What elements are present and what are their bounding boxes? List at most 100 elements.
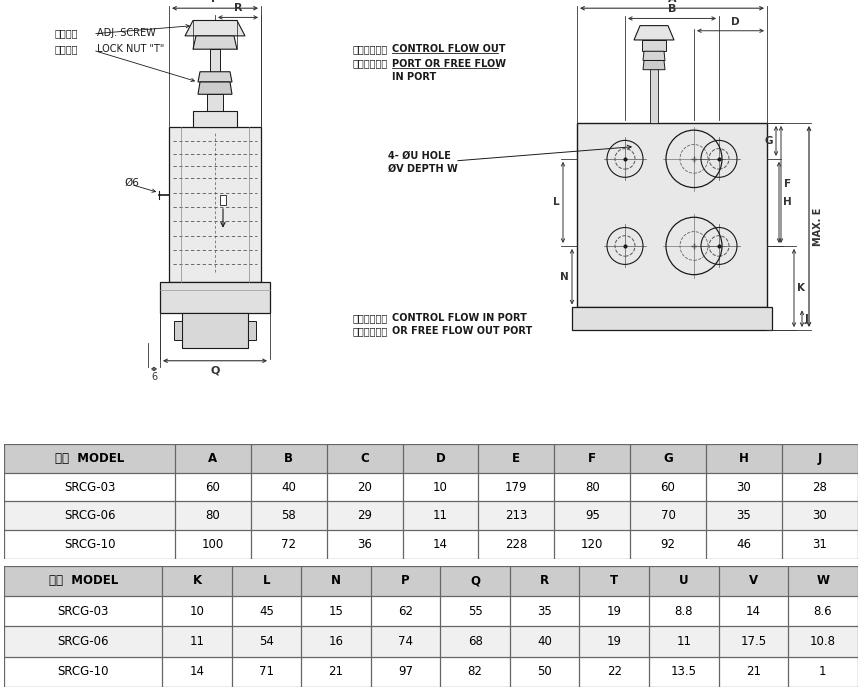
Bar	[370, 657, 440, 687]
Bar	[629, 444, 705, 473]
Text: E: E	[511, 452, 520, 465]
Text: 14: 14	[745, 604, 760, 618]
Polygon shape	[649, 51, 657, 123]
Text: K: K	[796, 283, 804, 293]
Bar	[478, 444, 554, 473]
Text: 40: 40	[281, 481, 296, 493]
Text: 19: 19	[606, 604, 621, 618]
Text: 36: 36	[356, 538, 372, 551]
Text: 55: 55	[468, 604, 482, 618]
Bar	[787, 627, 857, 657]
Bar	[554, 530, 629, 559]
Text: 228: 228	[505, 538, 527, 551]
Bar	[175, 473, 251, 501]
Bar	[162, 596, 232, 627]
Text: SRCG-03: SRCG-03	[58, 604, 108, 618]
Text: R: R	[540, 575, 548, 587]
Text: A: A	[208, 452, 217, 465]
Bar	[4, 566, 162, 596]
Text: 50: 50	[536, 666, 551, 678]
Text: D: D	[435, 452, 445, 465]
Text: 10: 10	[189, 604, 204, 618]
Bar	[370, 596, 440, 627]
Bar	[301, 627, 370, 657]
Text: 80: 80	[584, 481, 599, 493]
Bar	[510, 596, 579, 627]
Bar	[251, 530, 326, 559]
Text: 31: 31	[811, 538, 827, 551]
Bar	[440, 627, 510, 657]
Text: 14: 14	[189, 666, 204, 678]
Text: 控制油流入口: 控制油流入口	[352, 313, 387, 323]
Text: CONTROL FLOW IN PORT: CONTROL FLOW IN PORT	[392, 313, 526, 323]
Text: 35: 35	[536, 604, 551, 618]
Polygon shape	[198, 82, 232, 94]
Bar	[4, 596, 162, 627]
Text: G: G	[662, 452, 672, 465]
Text: 8.6: 8.6	[813, 604, 831, 618]
Polygon shape	[193, 110, 237, 127]
Text: G: G	[764, 136, 772, 146]
Text: C: C	[360, 452, 369, 465]
Text: 62: 62	[398, 604, 412, 618]
Text: 29: 29	[356, 509, 372, 522]
Bar	[440, 657, 510, 687]
Bar	[781, 444, 857, 473]
Text: 14: 14	[432, 538, 448, 551]
Bar	[326, 501, 402, 530]
Text: 11: 11	[189, 635, 204, 648]
Text: 68: 68	[468, 635, 482, 648]
Bar	[402, 530, 478, 559]
Text: Ø6: Ø6	[124, 178, 139, 187]
Bar	[579, 596, 648, 627]
Bar	[326, 473, 402, 501]
Bar	[510, 627, 579, 657]
Text: 58: 58	[281, 509, 296, 522]
Bar	[629, 473, 705, 501]
Bar	[402, 444, 478, 473]
Bar	[579, 627, 648, 657]
Text: D: D	[730, 17, 739, 26]
Bar	[232, 596, 301, 627]
Bar	[781, 501, 857, 530]
Text: SRCG-03: SRCG-03	[64, 481, 115, 493]
Text: ØV DEPTH W: ØV DEPTH W	[387, 164, 457, 174]
Text: 30: 30	[735, 481, 751, 493]
Text: 60: 60	[660, 481, 675, 493]
Text: OR FREE FLOW OUT PORT: OR FREE FLOW OUT PORT	[392, 326, 531, 336]
Polygon shape	[248, 321, 256, 340]
Text: 28: 28	[811, 481, 827, 493]
Text: 11: 11	[432, 509, 448, 522]
Text: J: J	[804, 314, 808, 323]
Bar	[579, 657, 648, 687]
Text: 100: 100	[201, 538, 224, 551]
Polygon shape	[207, 94, 223, 110]
Bar	[440, 566, 510, 596]
Text: 1: 1	[818, 666, 826, 678]
Text: C: C	[649, 27, 657, 37]
Text: 固定螺帽: 固定螺帽	[55, 44, 78, 54]
Bar	[175, 530, 251, 559]
Bar	[232, 627, 301, 657]
Polygon shape	[210, 49, 220, 71]
Text: CONTROL FLOW OUT: CONTROL FLOW OUT	[392, 44, 505, 54]
Polygon shape	[633, 26, 673, 40]
Bar	[162, 566, 232, 596]
Text: 95: 95	[584, 509, 599, 522]
Bar	[370, 566, 440, 596]
Polygon shape	[160, 282, 269, 312]
Text: 60: 60	[205, 481, 220, 493]
Text: 控制油流出口: 控制油流出口	[352, 326, 387, 336]
Text: 19: 19	[606, 635, 621, 648]
Text: SRCG-10: SRCG-10	[64, 538, 115, 551]
Text: 74: 74	[398, 635, 412, 648]
Text: 92: 92	[660, 538, 675, 551]
Text: PORT OR FREE FLOW: PORT OR FREE FLOW	[392, 58, 505, 69]
Bar	[510, 657, 579, 687]
Bar	[4, 657, 162, 687]
Text: 4- ØU HOLE: 4- ØU HOLE	[387, 151, 450, 161]
Bar	[251, 444, 326, 473]
Text: 型式  MODEL: 型式 MODEL	[48, 575, 118, 587]
Polygon shape	[174, 321, 182, 340]
Bar	[510, 566, 579, 596]
